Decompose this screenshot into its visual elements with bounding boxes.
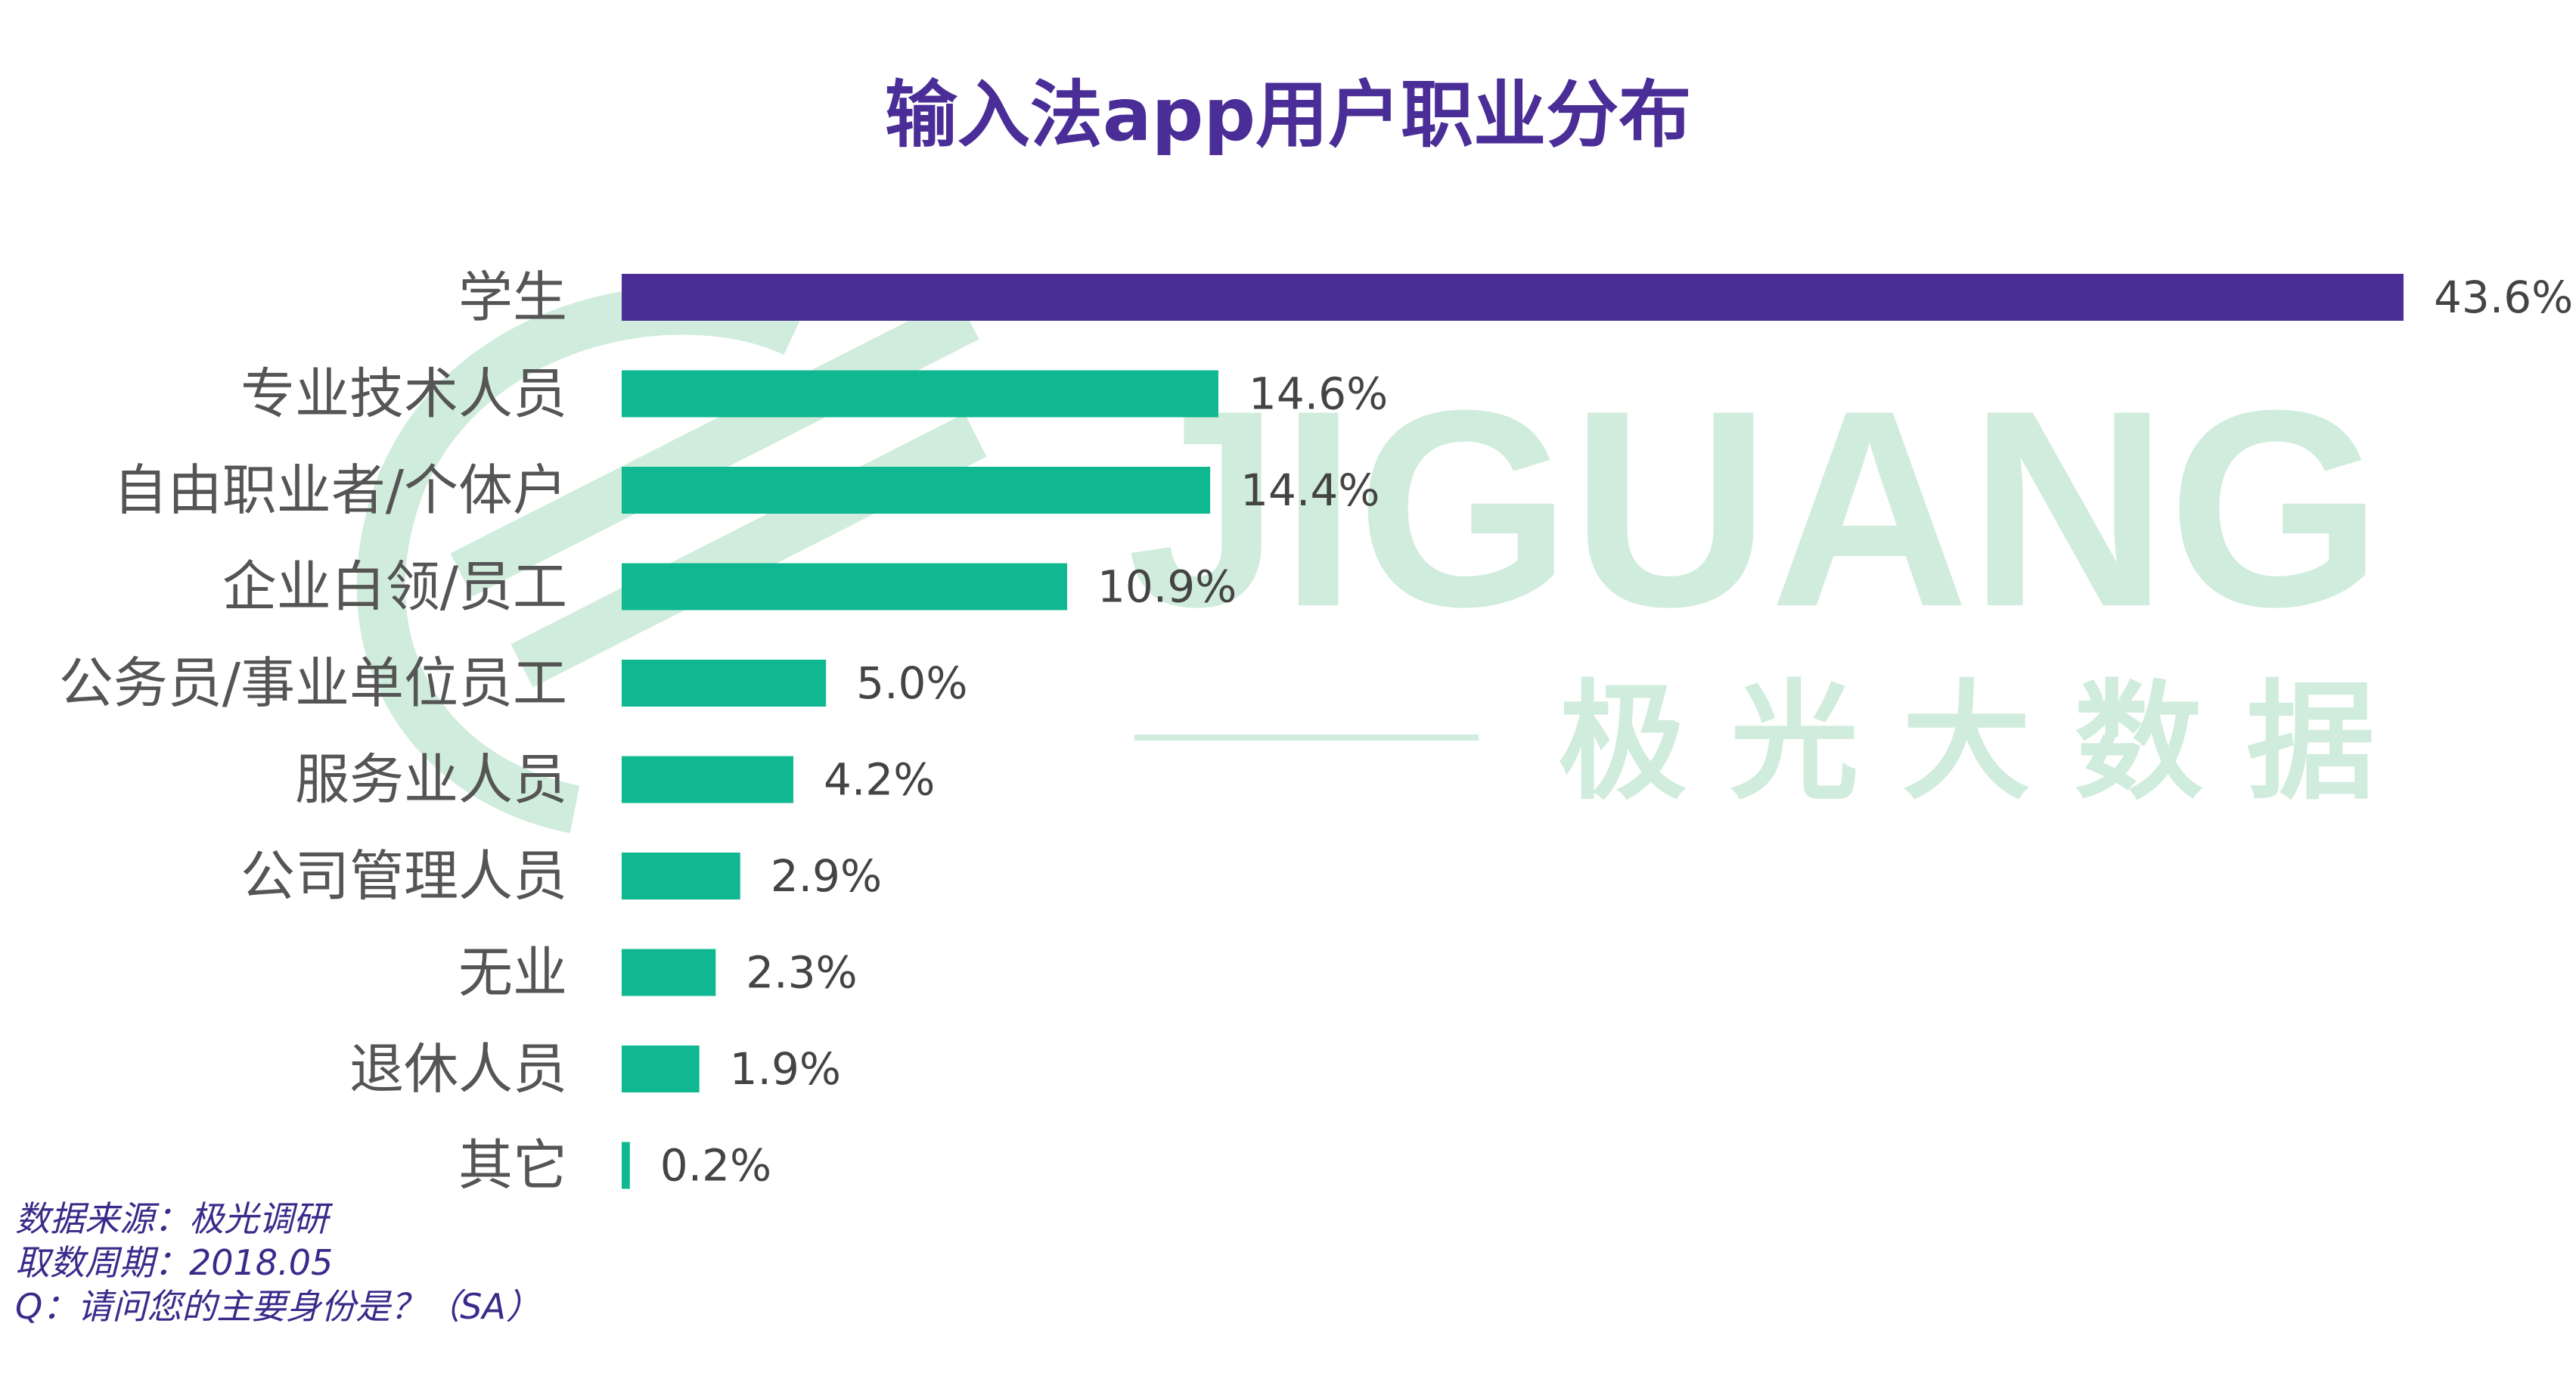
value-label: 4.2%: [824, 754, 935, 806]
bar: [622, 1142, 630, 1189]
category-label: 专业技术人员: [241, 362, 567, 426]
period-note: 取数周期：2018.05: [15, 1242, 334, 1283]
question-note: Q：请问您的主要身份是？（SA）: [15, 1286, 541, 1327]
chart-title: 输入法app用户职业分布: [884, 73, 1692, 157]
value-label: 2.9%: [771, 850, 882, 902]
category-label: 企业白领/员工: [222, 555, 567, 619]
bar: [622, 949, 716, 996]
category-label: 服务业人员: [295, 748, 567, 812]
bar: [622, 467, 1211, 514]
source-note: 数据来源：极光调研: [15, 1198, 328, 1239]
bar: [622, 660, 827, 707]
category-label: 学生: [458, 266, 567, 329]
category-label: 退休人员: [349, 1037, 567, 1101]
value-label: 5.0%: [856, 657, 967, 709]
value-label: 0.2%: [660, 1140, 771, 1191]
value-label: 10.9%: [1097, 561, 1237, 613]
footnotes: 数据来源：极光调研 取数周期：2018.05 Q：请问您的主要身份是？（SA）: [15, 1197, 541, 1328]
bar: [622, 563, 1067, 611]
bar: [622, 756, 793, 803]
category-label: 其它: [458, 1134, 567, 1198]
category-label: 公务员/事业单位员工: [59, 651, 567, 715]
category-label: 无业: [458, 941, 567, 1005]
bar: [622, 370, 1218, 418]
bar: [622, 1045, 700, 1092]
value-label: 14.6%: [1249, 368, 1388, 420]
value-label: 43.6%: [2434, 272, 2573, 323]
value-label: 1.9%: [730, 1043, 841, 1095]
bar: [622, 274, 2404, 321]
bar: [622, 853, 740, 899]
category-label: 自由职业者/个体户: [113, 458, 567, 522]
category-label: 公司管理人员: [241, 844, 567, 908]
value-label: 2.3%: [746, 947, 857, 999]
value-label: 14.4%: [1240, 464, 1380, 516]
